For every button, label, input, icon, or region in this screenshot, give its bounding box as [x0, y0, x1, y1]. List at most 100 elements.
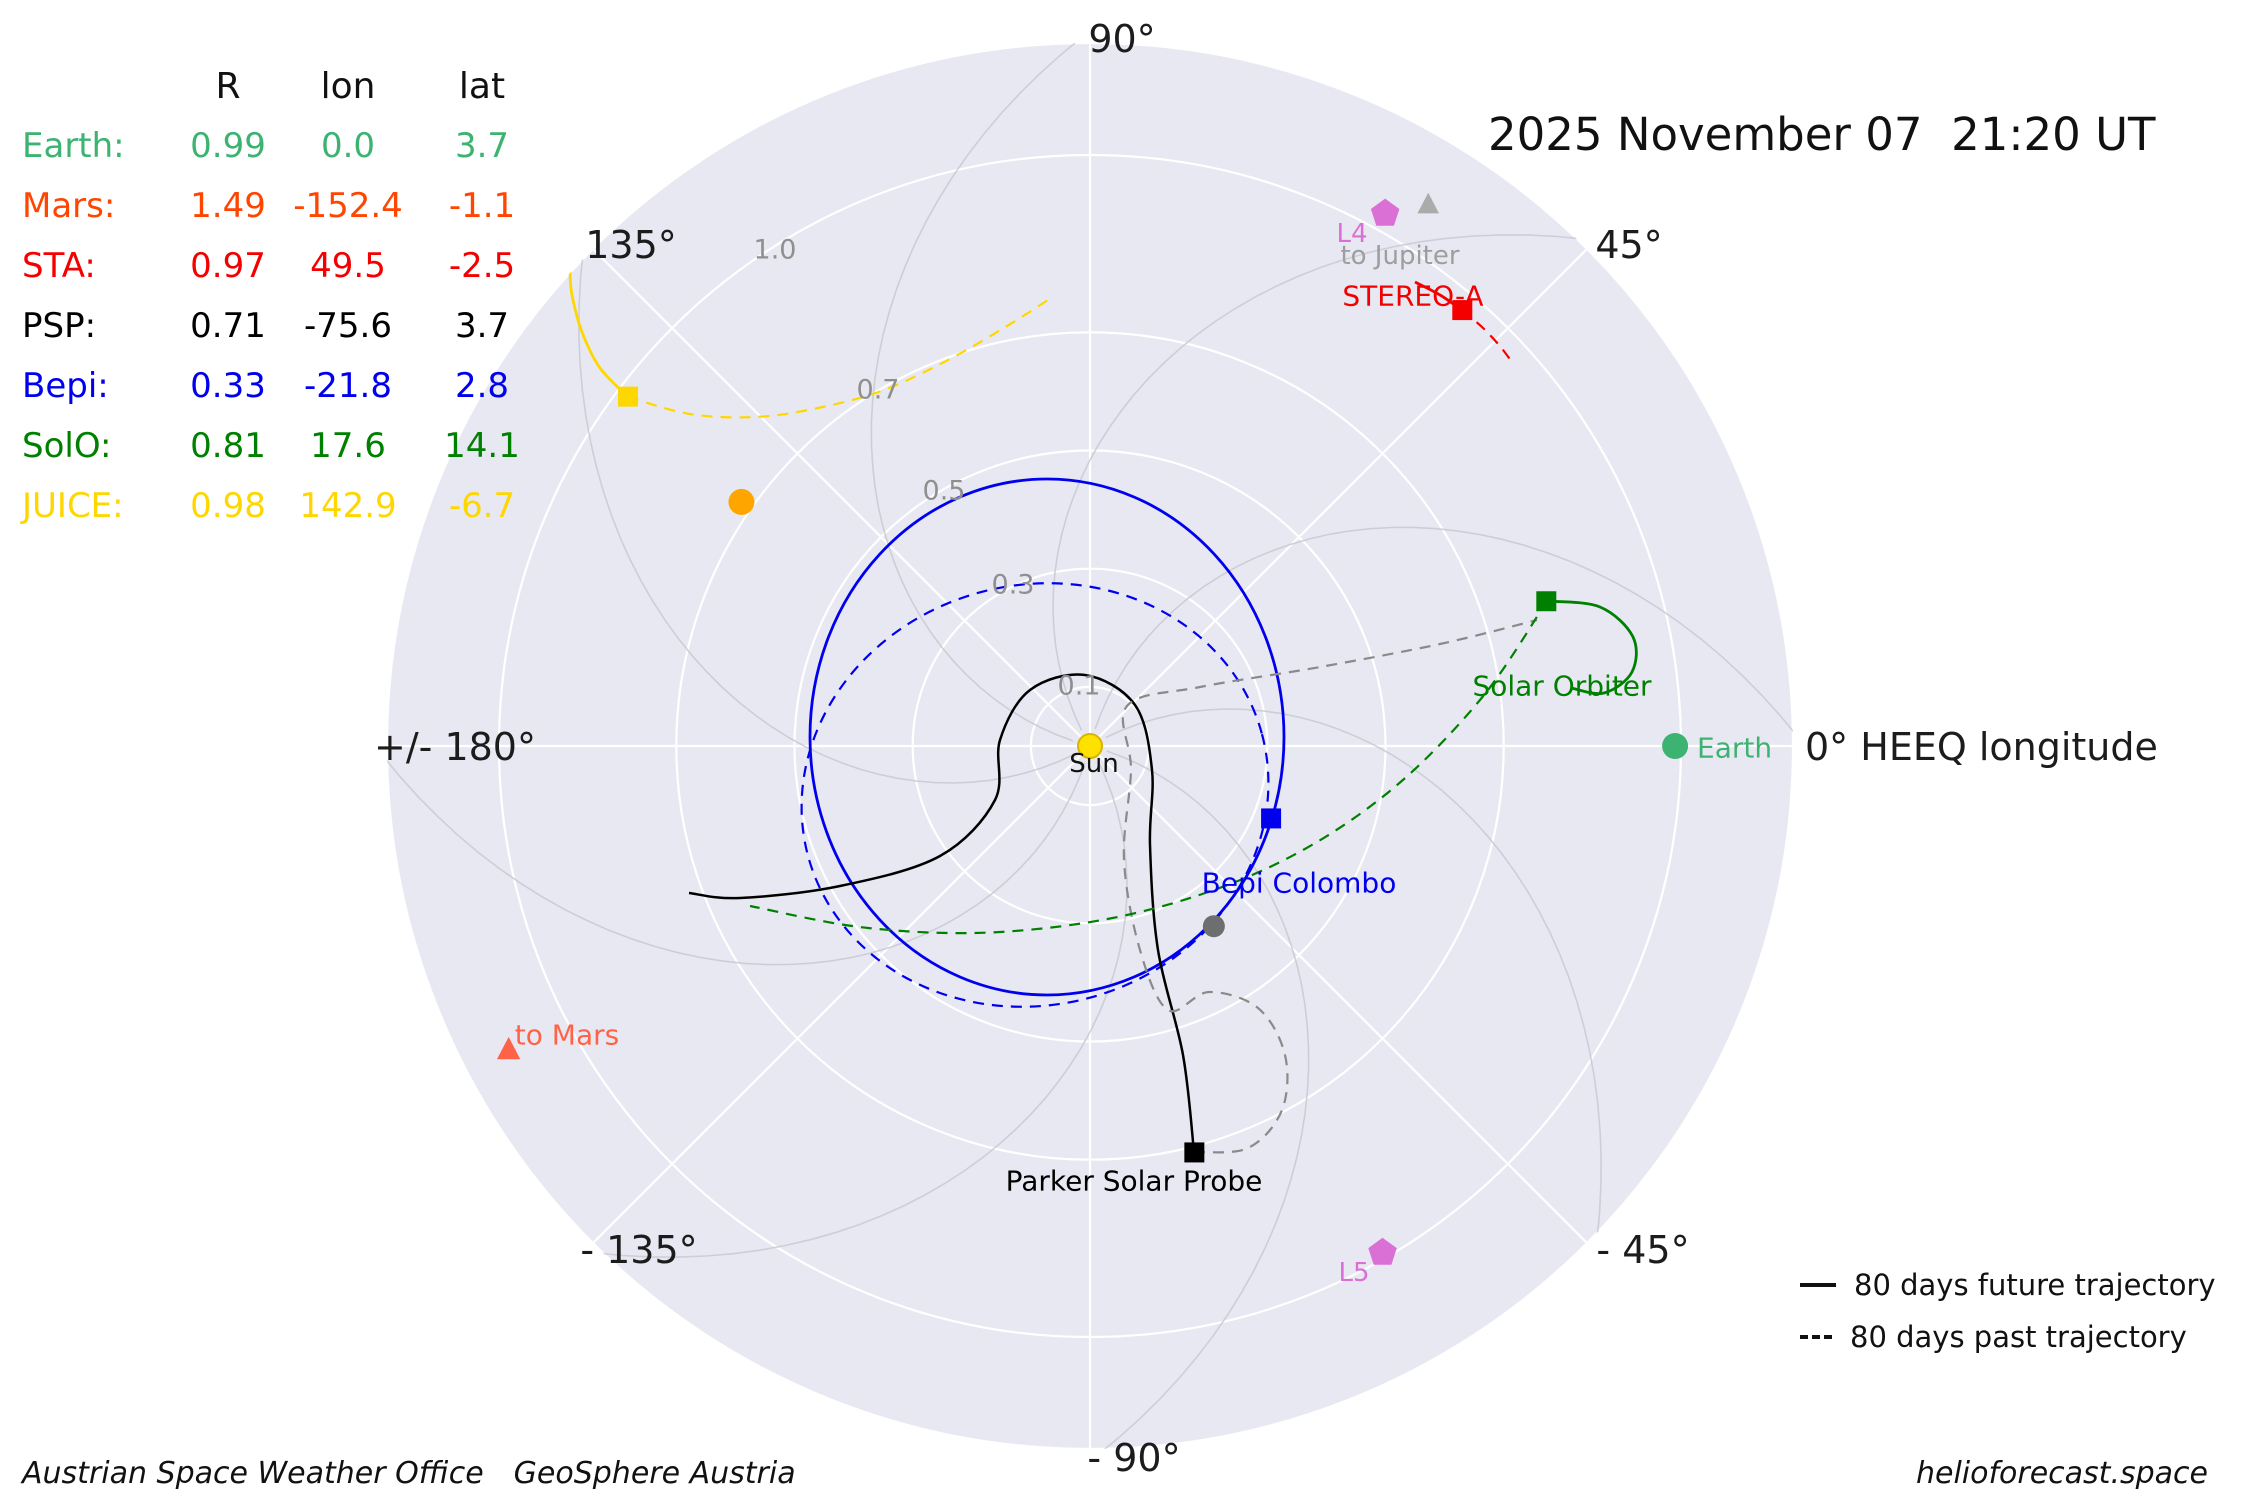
table-row: Earth: 0.99 0.0 3.7	[22, 116, 552, 176]
lat-value: 3.7	[454, 126, 510, 166]
lon-value: -75.6	[304, 306, 392, 346]
body-name: STA:	[22, 246, 96, 286]
parker-spirals	[387, 43, 1793, 1449]
solar-orbiter-label: Solar Orbiter	[1472, 669, 1652, 703]
table-row: JUICE: 0.98 142.9 -6.7	[22, 476, 552, 536]
theta-label-minus-45: - 45°	[1596, 1228, 1690, 1272]
stereo-a-past-trajectory	[1461, 309, 1513, 363]
marker-to-jupiter	[1417, 192, 1440, 214]
body-name: Earth:	[22, 126, 125, 166]
marker-l4	[1370, 198, 1400, 226]
r-value: 0.98	[190, 486, 266, 526]
lat-value: -1.1	[448, 186, 516, 226]
legend-past-label: 80 days past trajectory	[1850, 1320, 2187, 1354]
body-name: Bepi:	[22, 366, 109, 406]
table-row: Bepi: 0.33 -21.8 2.8	[22, 356, 552, 416]
r-tick-0.1: 0.1	[1057, 670, 1101, 702]
r-value: 0.99	[190, 126, 266, 166]
to-jupiter-label: to Jupiter	[1340, 241, 1460, 271]
table-corner	[22, 56, 172, 116]
plot-datetime: 2025 November 07 21:20 UT	[1488, 108, 2156, 161]
bepi-colombo-label: Bepi Colombo	[1201, 866, 1397, 900]
trajectories	[568, 271, 1638, 1154]
marker-juice	[618, 386, 639, 407]
r-tick-0.7: 0.7	[856, 374, 900, 406]
legend-item-future: 80 days future trajectory	[1800, 1268, 2216, 1302]
lon-value: -21.8	[304, 366, 392, 406]
body-name: Mars:	[22, 186, 116, 226]
theta-label-0-heeq: 0° HEEQ longitude	[1805, 725, 2158, 769]
marker-l5	[1368, 1237, 1397, 1265]
r-value: 0.33	[190, 366, 266, 406]
marker-venus	[728, 488, 755, 515]
to-mars-label: to Mars	[514, 1018, 620, 1052]
lon-value: -152.4	[293, 186, 403, 226]
theta-label-135: 135°	[585, 223, 677, 267]
bepi-future-trajectory	[808, 477, 1286, 997]
theta-label-90: 90°	[1088, 17, 1156, 61]
footer-org: GeoSphere Austria	[513, 1456, 796, 1491]
marker-sun	[1077, 733, 1103, 759]
solo-future-trajectory	[1546, 599, 1638, 695]
marker-mercury	[1202, 915, 1225, 938]
r-value: 0.71	[190, 306, 266, 346]
marker-stereo-a	[1452, 300, 1473, 321]
body-name: JUICE:	[22, 486, 124, 526]
position-table: R lon lat Earth: 0.99 0.0 3.7 Mars: 1.49…	[22, 56, 552, 536]
earth-label: Earth	[1697, 731, 1773, 765]
sun-label: Sun	[1069, 749, 1119, 779]
lat-value: 14.1	[444, 426, 520, 466]
body-name: SolO:	[22, 426, 112, 466]
table-row: Mars: 1.49 -152.4 -1.1	[22, 176, 552, 236]
psp-future-trajectory	[688, 673, 1196, 1153]
legend-future-label: 80 days future trajectory	[1854, 1268, 2216, 1302]
lat-value: -6.7	[448, 486, 516, 526]
r-tick-1.0: 1.0	[753, 234, 797, 266]
r-value: 0.97	[190, 246, 266, 286]
marker-earth	[1662, 733, 1689, 759]
psp-past-trajectory	[1121, 618, 1538, 1154]
legend: 80 days future trajectory 80 days past t…	[1800, 1268, 2216, 1372]
r-header: R	[215, 65, 241, 107]
marker-to-mars	[496, 1036, 521, 1060]
stereo-a-label: STEREO-A	[1342, 279, 1484, 313]
footer-office: Austrian Space Weather Office	[22, 1456, 484, 1491]
juice-past-trajectory	[627, 299, 1049, 419]
lat-value: 3.7	[454, 306, 510, 346]
lon-header: lon	[320, 65, 376, 107]
footer-attribution: Austrian Space Weather Office GeoSphere A…	[22, 1456, 826, 1491]
footer-website: helioforecast.space	[1915, 1456, 2208, 1491]
parker-solar-probe-label: Parker Solar Probe	[1005, 1164, 1263, 1198]
table-row: PSP: 0.71 -75.6 3.7	[22, 296, 552, 356]
r-tick-0.3: 0.3	[991, 569, 1035, 601]
lat-header: lat	[458, 65, 506, 107]
theta-label-180: +/- 180°	[374, 725, 536, 769]
table-row: SolO: 0.81 17.6 14.1	[22, 416, 552, 476]
l5-label: L5	[1338, 1258, 1370, 1288]
body-name: PSP:	[22, 306, 97, 346]
lon-value: 0.0	[320, 126, 376, 166]
polar-grid	[385, 41, 1795, 1451]
solo-past-trajectory	[749, 600, 1548, 935]
theta-label-45: 45°	[1595, 223, 1663, 267]
l4-label: L4	[1336, 219, 1368, 249]
r-value: 1.49	[190, 186, 266, 226]
r-tick-0.5: 0.5	[922, 475, 966, 507]
lon-value: 49.5	[310, 246, 386, 286]
r-value: 0.81	[190, 426, 266, 466]
marker-solo	[1536, 591, 1557, 612]
table-header-row: R lon lat	[22, 56, 552, 116]
lat-value: -2.5	[448, 246, 516, 286]
lat-value: 2.8	[454, 366, 510, 406]
theta-label-minus-135: - 135°	[580, 1228, 698, 1272]
lon-value: 17.6	[310, 426, 386, 466]
marker-bepi	[1261, 808, 1282, 829]
table-row: STA: 0.97 49.5 -2.5	[22, 236, 552, 296]
juice-future-trajectory	[568, 271, 630, 398]
bepi-past-trajectory	[800, 582, 1270, 1008]
legend-item-past: 80 days past trajectory	[1800, 1320, 2216, 1354]
solid-line-icon	[1800, 1283, 1836, 1287]
markers	[496, 192, 1689, 1265]
dashed-line-icon	[1800, 1335, 1832, 1339]
